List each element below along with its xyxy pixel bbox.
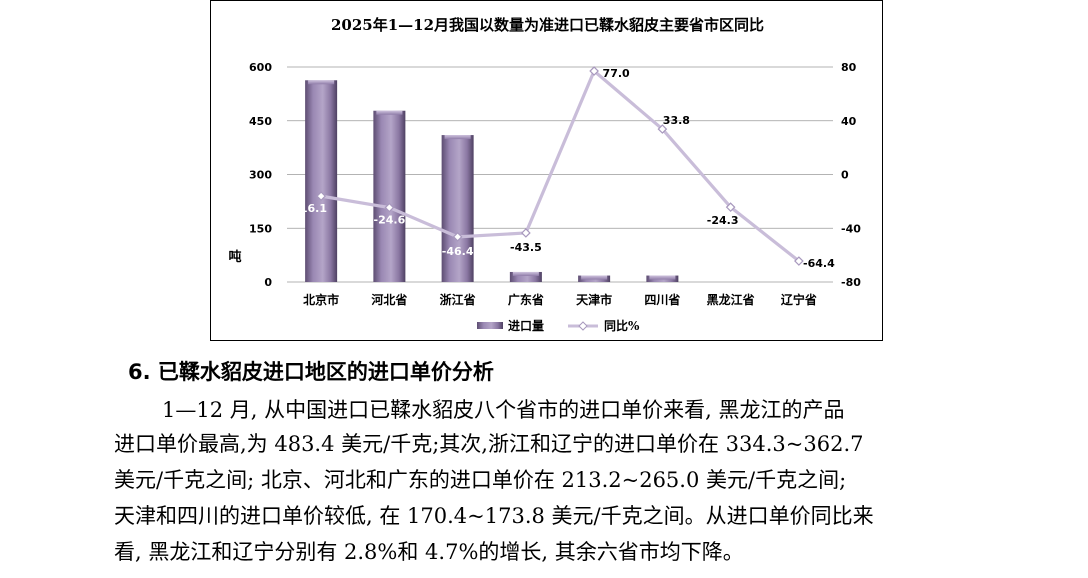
x-tick-label: 四川省 (644, 292, 680, 307)
data-label: -24.3 (707, 214, 739, 227)
combo-chart: -16.1 -24.6 -46.4 -43.5 77.0 33.8 -24.3 -64.4 0… (228, 61, 861, 333)
bar-cap (376, 110, 403, 115)
line-point (452, 232, 463, 242)
y-tick-label: 150 (249, 222, 272, 235)
paragraph-line: 1—12 月, 从中国进口已鞣水貂皮八个省市的进口单价来看, 黑龙江的产品 (162, 398, 845, 422)
data-label: -64.4 (803, 257, 835, 270)
bar (305, 80, 338, 282)
data-label: -46.4 (442, 245, 474, 258)
line-point (521, 228, 531, 238)
paragraph-line: 美元/千克之间; 北京、河北和广东的进口单价在 213.2~265.0 美元/千… (114, 468, 847, 492)
data-label: -16.1 (295, 202, 327, 215)
x-tick-label: 广东省 (508, 292, 544, 307)
y-axis-label: 吨 (228, 249, 241, 265)
paragraph-line: 看, 黑龙江和辽宁分别有 2.8%和 4.7%的增长, 其余六省市均下降。 (114, 540, 744, 564)
legend-swatch-bar (477, 322, 503, 329)
bar (373, 110, 406, 282)
bar-cap (308, 80, 335, 85)
y-tick-label: 300 (249, 169, 272, 182)
bar-cap (512, 271, 539, 276)
line-series (320, 69, 800, 263)
data-label: 77.0 (603, 67, 630, 80)
chart-title: 2025年1—12月我国以数量为准进口已鞣水貂皮主要省市区同比 (330, 16, 765, 34)
bar-cap (444, 135, 471, 140)
legend-label: 进口量 (508, 318, 544, 333)
x-tick-label: 天津市 (576, 292, 612, 307)
data-label: -24.6 (374, 214, 406, 227)
x-tick-label: 河北省 (370, 292, 407, 307)
chart-panel: 2025年1—12月我国以数量为准进口已鞣水貂皮主要省市区同比 -16.1 -24… (210, 0, 883, 341)
data-label: -43.5 (510, 241, 542, 254)
y2-tick-label: 80 (841, 61, 857, 74)
line-point (657, 124, 668, 134)
y2-tick-label: -40 (841, 222, 861, 235)
paragraph-line: 天津和四川的进口单价较低, 在 170.4~173.8 美元/千克之间。从进口单… (114, 504, 874, 528)
legend-marker (578, 321, 588, 331)
x-tick-label: 浙江省 (440, 292, 476, 307)
y-tick-label: 600 (249, 61, 272, 74)
x-tick-label: 黑龙江省 (707, 292, 755, 307)
y2-tick-label: 40 (841, 115, 857, 128)
bar (509, 271, 542, 282)
paragraph-line: 进口单价最高,为 483.4 美元/千克;其次,浙江和辽宁的进口单价在 334.… (114, 432, 864, 456)
y2-tick-label: 0 (841, 169, 849, 182)
y2-tick-label: -80 (841, 276, 861, 289)
legend-label: 同比% (604, 318, 640, 333)
line-point (794, 256, 804, 266)
line-point (725, 202, 736, 213)
x-tick-label: 辽宁省 (781, 292, 817, 307)
x-tick-label: 北京市 (303, 292, 339, 307)
line-point (589, 66, 599, 76)
data-label: 33.8 (663, 114, 690, 127)
y-tick-label: 450 (249, 115, 272, 128)
bar-cap (581, 275, 608, 280)
line-point (316, 191, 326, 201)
line-point (384, 202, 395, 213)
bar (441, 135, 474, 282)
y-tick-label: 0 (264, 276, 272, 289)
bar-cap (649, 275, 676, 280)
section-heading: 6. 已鞣水貂皮进口地区的进口单价分析 (128, 360, 494, 384)
